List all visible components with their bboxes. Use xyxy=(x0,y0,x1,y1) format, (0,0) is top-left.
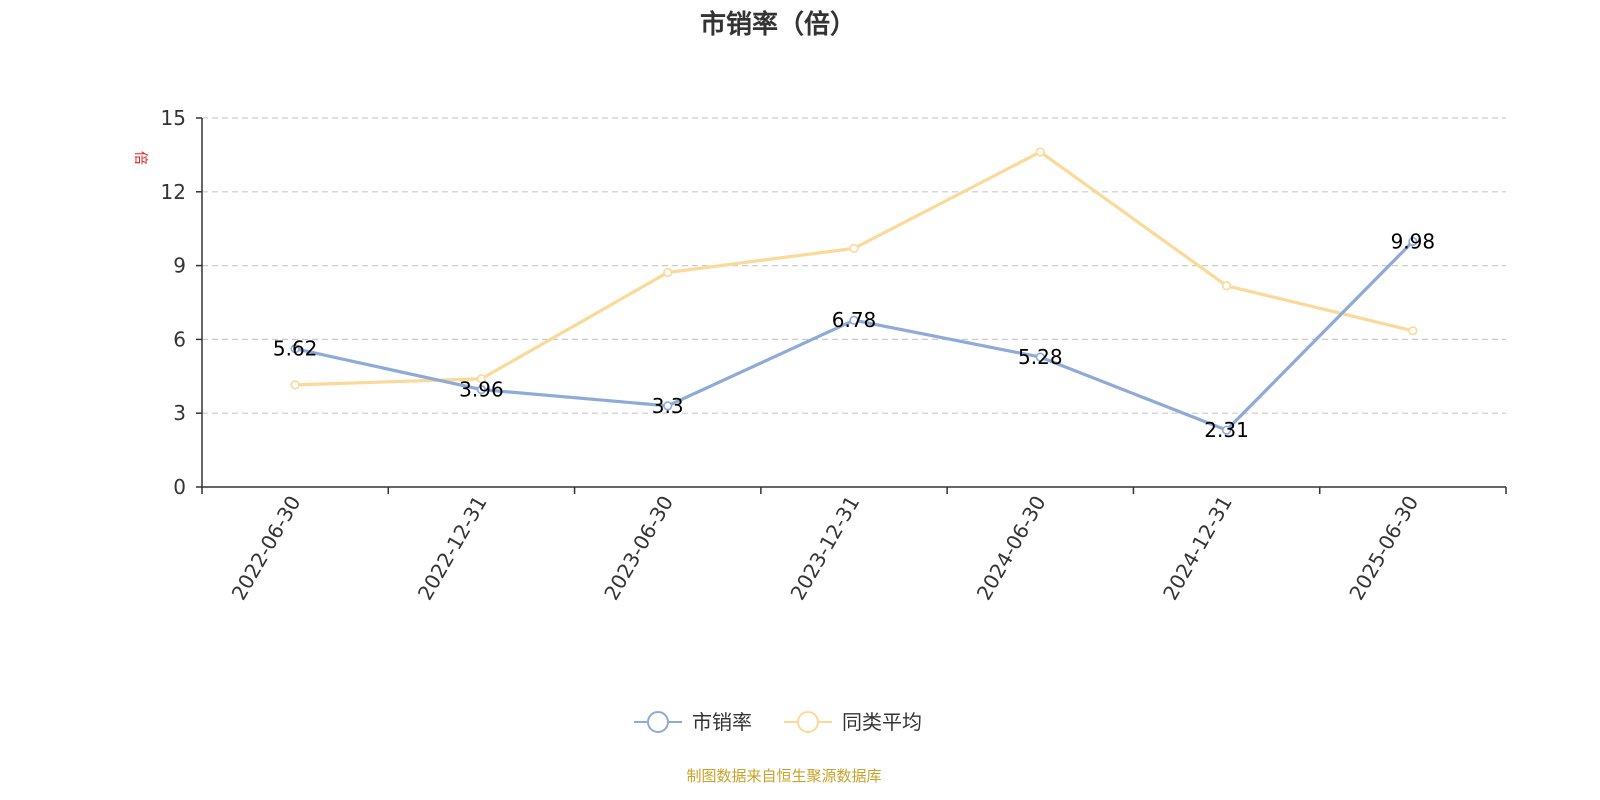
data-label: 6.78 xyxy=(832,308,877,332)
data-point xyxy=(663,267,673,278)
series-lines xyxy=(290,147,1418,435)
y-tick-label: 6 xyxy=(173,327,186,351)
x-tick-label: 2024-06-30 xyxy=(972,492,1051,605)
data-label: 9.98 xyxy=(1391,229,1436,253)
data-point xyxy=(1408,236,1418,247)
y-tick-label: 9 xyxy=(173,254,186,278)
x-tick-label: 2022-12-31 xyxy=(413,492,492,605)
series-line xyxy=(293,239,1415,432)
legend-item[interactable]: 市销率 xyxy=(634,710,752,734)
y-axis-ticks: 0 3 6 9 12 15 xyxy=(161,106,202,499)
data-label: 2.31 xyxy=(1204,418,1249,442)
chart-title: 市销率（倍） xyxy=(700,9,856,40)
x-tick-label: 2024-12-31 xyxy=(1158,492,1237,605)
source-note: 制图数据来自恒生聚源数据库 xyxy=(686,767,881,785)
data-point xyxy=(1221,281,1232,291)
x-tick-label: 2022-06-30 xyxy=(227,492,306,605)
data-point xyxy=(663,401,673,411)
gridlines xyxy=(202,117,1506,414)
data-point xyxy=(1035,147,1045,157)
data-point xyxy=(476,374,487,384)
data-point xyxy=(290,344,300,354)
y-axis-unit-label: 倍 xyxy=(132,151,148,165)
legend: 市销率 同类平均 xyxy=(634,710,922,734)
data-point xyxy=(1408,326,1418,336)
y-tick-label: 12 xyxy=(161,180,186,204)
y-tick-label: 15 xyxy=(161,106,186,130)
y-tick-label: 0 xyxy=(173,475,186,499)
y-tick-label: 3 xyxy=(173,401,186,425)
data-point xyxy=(476,384,487,395)
data-point xyxy=(1035,352,1045,362)
data-labels: 5.62 3.96 3.3 6.78 5.28 2.31 9.98 xyxy=(273,229,1435,442)
series-line xyxy=(293,150,1415,387)
x-tick-label: 2023-06-30 xyxy=(599,492,678,605)
data-point xyxy=(849,315,859,325)
data-point xyxy=(849,243,859,253)
legend-marker-icon xyxy=(647,711,669,733)
data-label: 3.96 xyxy=(459,378,504,402)
legend-marker-icon xyxy=(797,711,819,733)
data-point xyxy=(290,380,300,390)
legend-label: 同类平均 xyxy=(842,710,922,734)
x-tick-label: 2025-06-30 xyxy=(1344,492,1423,605)
axes xyxy=(201,118,1506,488)
data-label: 3.3 xyxy=(652,394,684,418)
legend-label: 市销率 xyxy=(692,710,752,734)
x-tick-label: 2023-12-31 xyxy=(785,492,864,605)
data-point xyxy=(1221,425,1232,435)
data-label: 5.62 xyxy=(273,337,318,361)
data-label: 5.28 xyxy=(1018,345,1063,369)
x-axis-ticks: 2022-06-30 2022-12-31 2023-06-30 2023-12-31… xyxy=(201,487,1507,605)
legend-item[interactable]: 同类平均 xyxy=(784,710,922,734)
